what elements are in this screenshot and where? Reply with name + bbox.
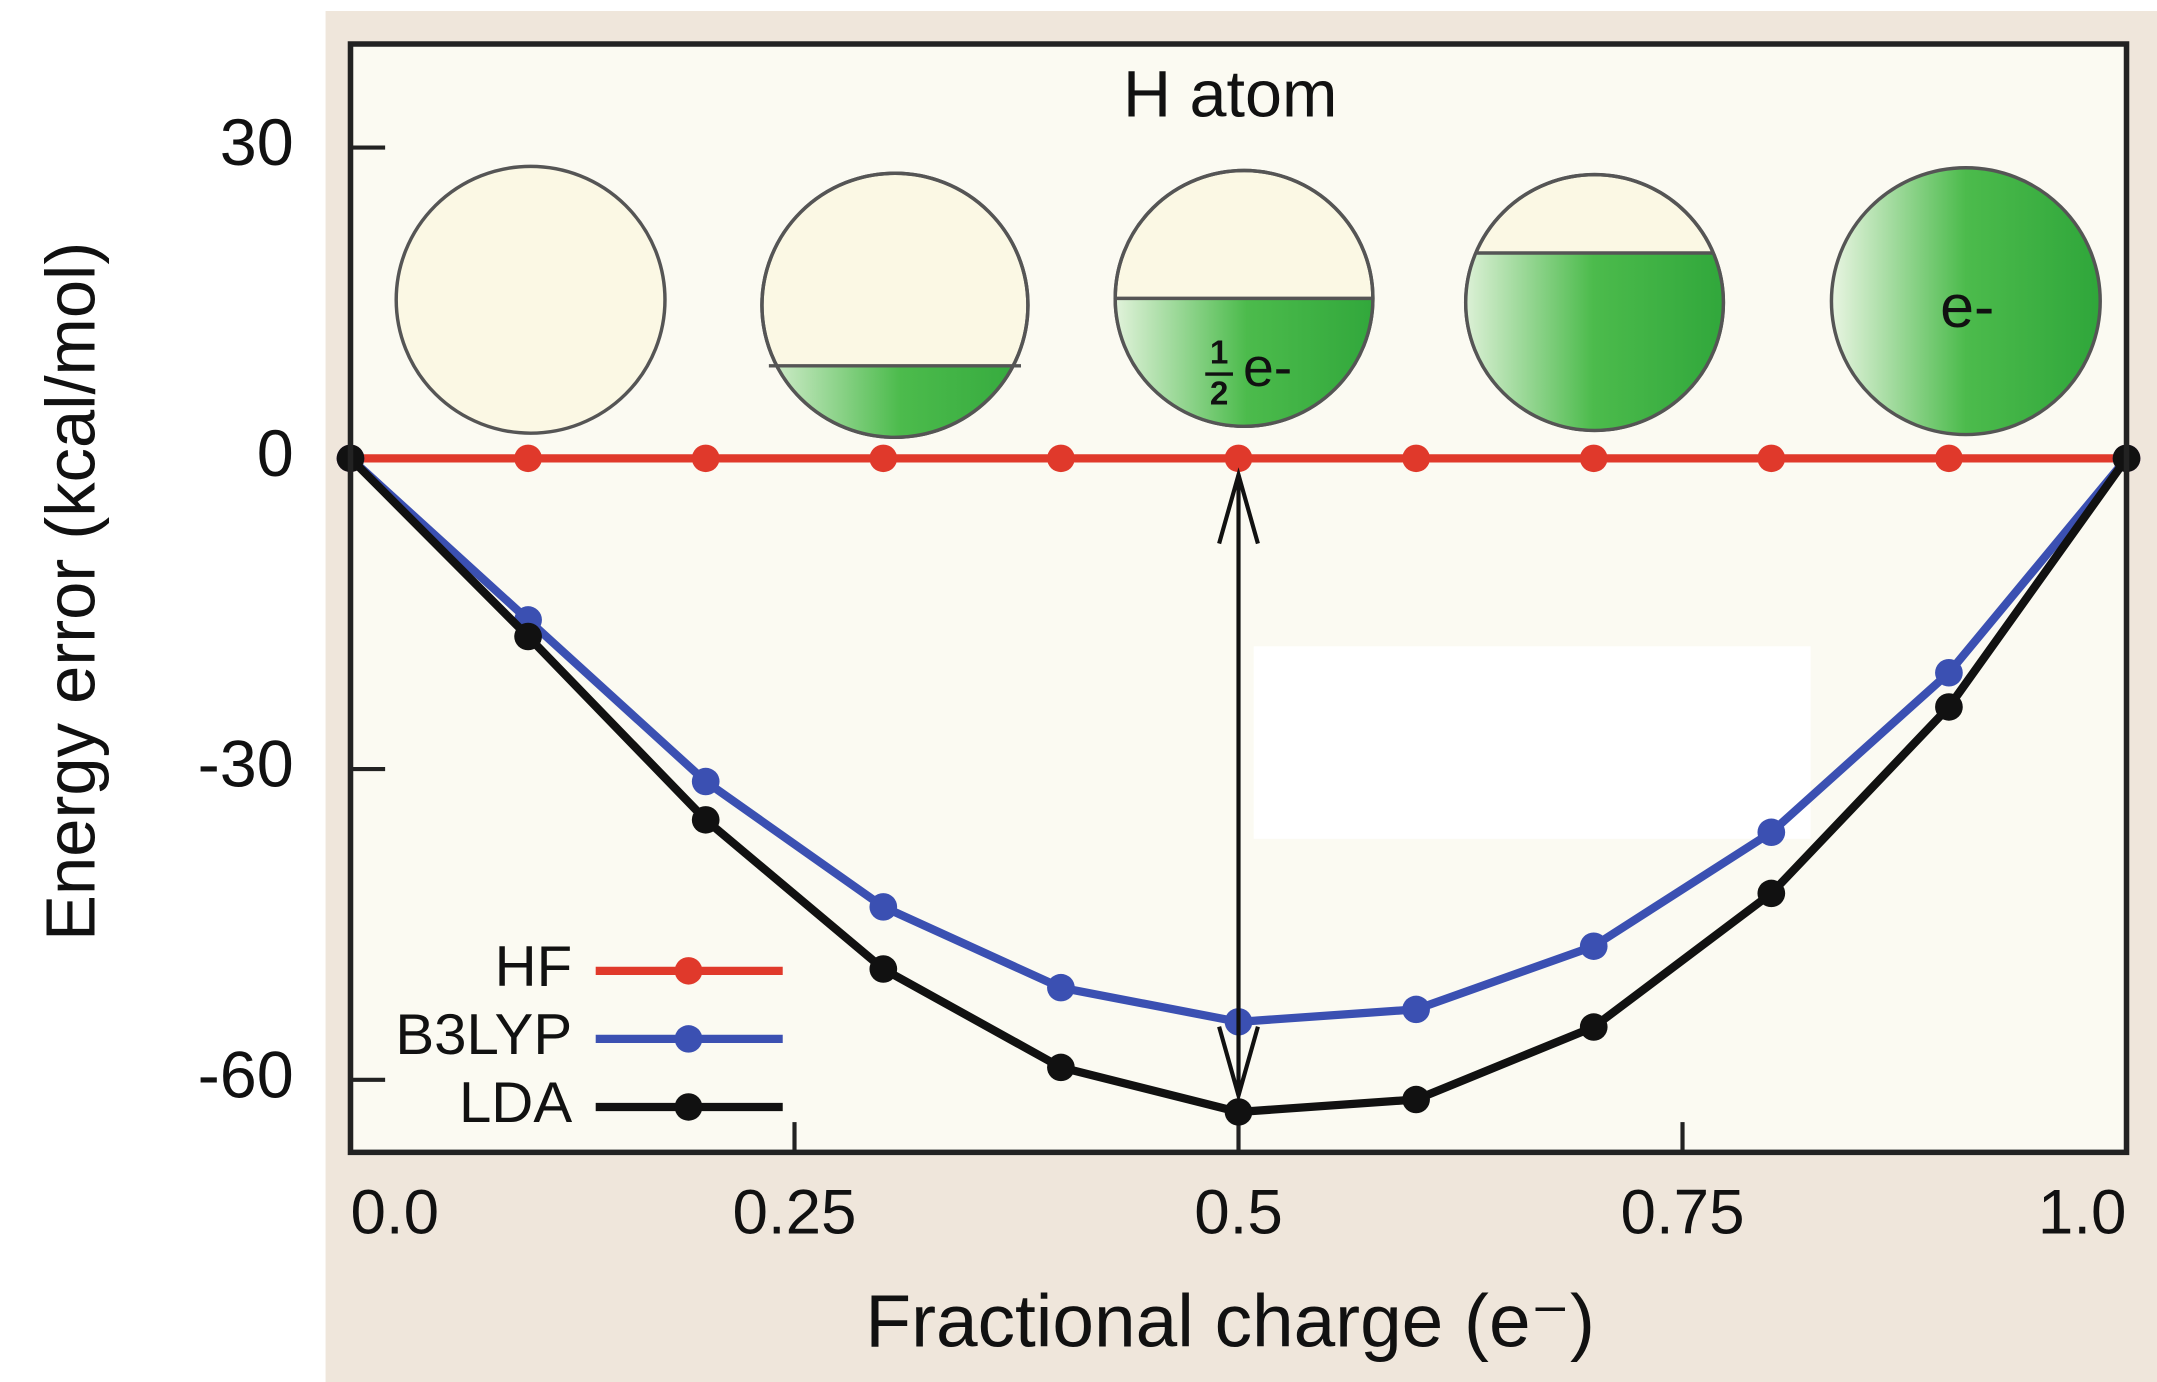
circle-full — [1829, 166, 2102, 437]
data-point — [1047, 973, 1075, 1002]
arrow-head — [1217, 467, 1260, 545]
data-point — [514, 622, 542, 651]
x-axis-label: Fractional charge (e⁻) — [865, 1280, 1595, 1363]
data-point — [869, 955, 898, 983]
data-point — [1757, 879, 1786, 908]
data-point — [1579, 1013, 1608, 1041]
circle-outline — [760, 171, 1030, 440]
data-point — [1935, 693, 1963, 721]
arrow-head — [1217, 1026, 1260, 1104]
data-point — [691, 767, 720, 796]
legend-marker — [674, 957, 703, 985]
data-point — [1224, 1098, 1253, 1126]
circle-outline — [1463, 172, 1726, 433]
charge-circles — [394, 164, 2102, 440]
legend-marker — [674, 1025, 703, 1053]
x-tick-label: 0.5 — [1194, 1178, 1283, 1248]
legend-marker — [674, 1093, 703, 1121]
data-point — [1935, 444, 1963, 473]
data-point — [1402, 444, 1430, 473]
legend-label: HF — [495, 935, 573, 999]
data-point — [1757, 818, 1786, 847]
y-axis-label: Energy error (kcal/mol) — [32, 242, 109, 941]
data-point — [1935, 659, 1963, 687]
fraction-numerator: 1 — [1210, 335, 1228, 372]
data-point — [691, 806, 720, 834]
chart-title: H atom — [1123, 58, 1337, 132]
x-tick-label: 1.0 — [2038, 1178, 2127, 1248]
data-point — [869, 444, 898, 473]
data-point — [1402, 995, 1430, 1024]
x-tick-label: 0.75 — [1621, 1178, 1745, 1248]
data-point — [1757, 444, 1786, 473]
data-point — [1579, 444, 1608, 473]
y-tick-label: 0 — [257, 417, 294, 491]
y-tick-label: 30 — [220, 106, 294, 180]
data-point — [1579, 932, 1608, 960]
data-point — [1047, 444, 1075, 473]
legend-label: B3LYP — [395, 1003, 572, 1067]
data-point — [691, 444, 720, 473]
data-point — [514, 444, 542, 473]
x-tick-label: 0.0 — [350, 1178, 439, 1248]
circle-empty — [394, 164, 667, 435]
legend-label: LDA — [459, 1071, 573, 1135]
data-point — [1224, 444, 1253, 473]
data-point — [1402, 1085, 1430, 1114]
plot-frame — [347, 41, 2130, 1156]
half-electron-label: e- — [1243, 336, 1292, 398]
occluding-patch — [1253, 646, 1811, 839]
data-point — [1047, 1053, 1075, 1082]
fraction-denominator: 2 — [1210, 376, 1228, 413]
x-tick-label: 0.25 — [732, 1178, 856, 1248]
data-point — [869, 893, 898, 921]
circle-outline — [1113, 168, 1375, 429]
y-tick-label: -60 — [198, 1038, 294, 1112]
y-tick-label: -30 — [198, 728, 294, 802]
electron-label: e- — [1940, 272, 1994, 340]
